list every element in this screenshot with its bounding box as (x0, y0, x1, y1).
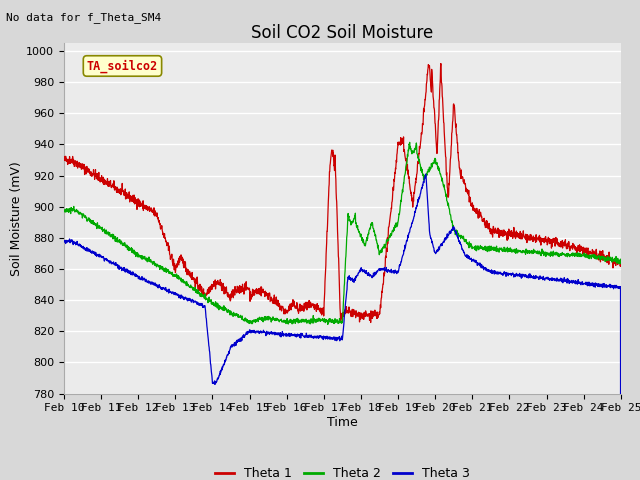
Y-axis label: Soil Moisture (mV): Soil Moisture (mV) (10, 161, 24, 276)
Legend: Theta 1, Theta 2, Theta 3: Theta 1, Theta 2, Theta 3 (210, 462, 475, 480)
X-axis label: Time: Time (327, 416, 358, 429)
Text: No data for f_Theta_SM4: No data for f_Theta_SM4 (6, 12, 162, 23)
Title: Soil CO2 Soil Moisture: Soil CO2 Soil Moisture (252, 24, 433, 42)
Text: TA_soilco2: TA_soilco2 (87, 59, 158, 72)
